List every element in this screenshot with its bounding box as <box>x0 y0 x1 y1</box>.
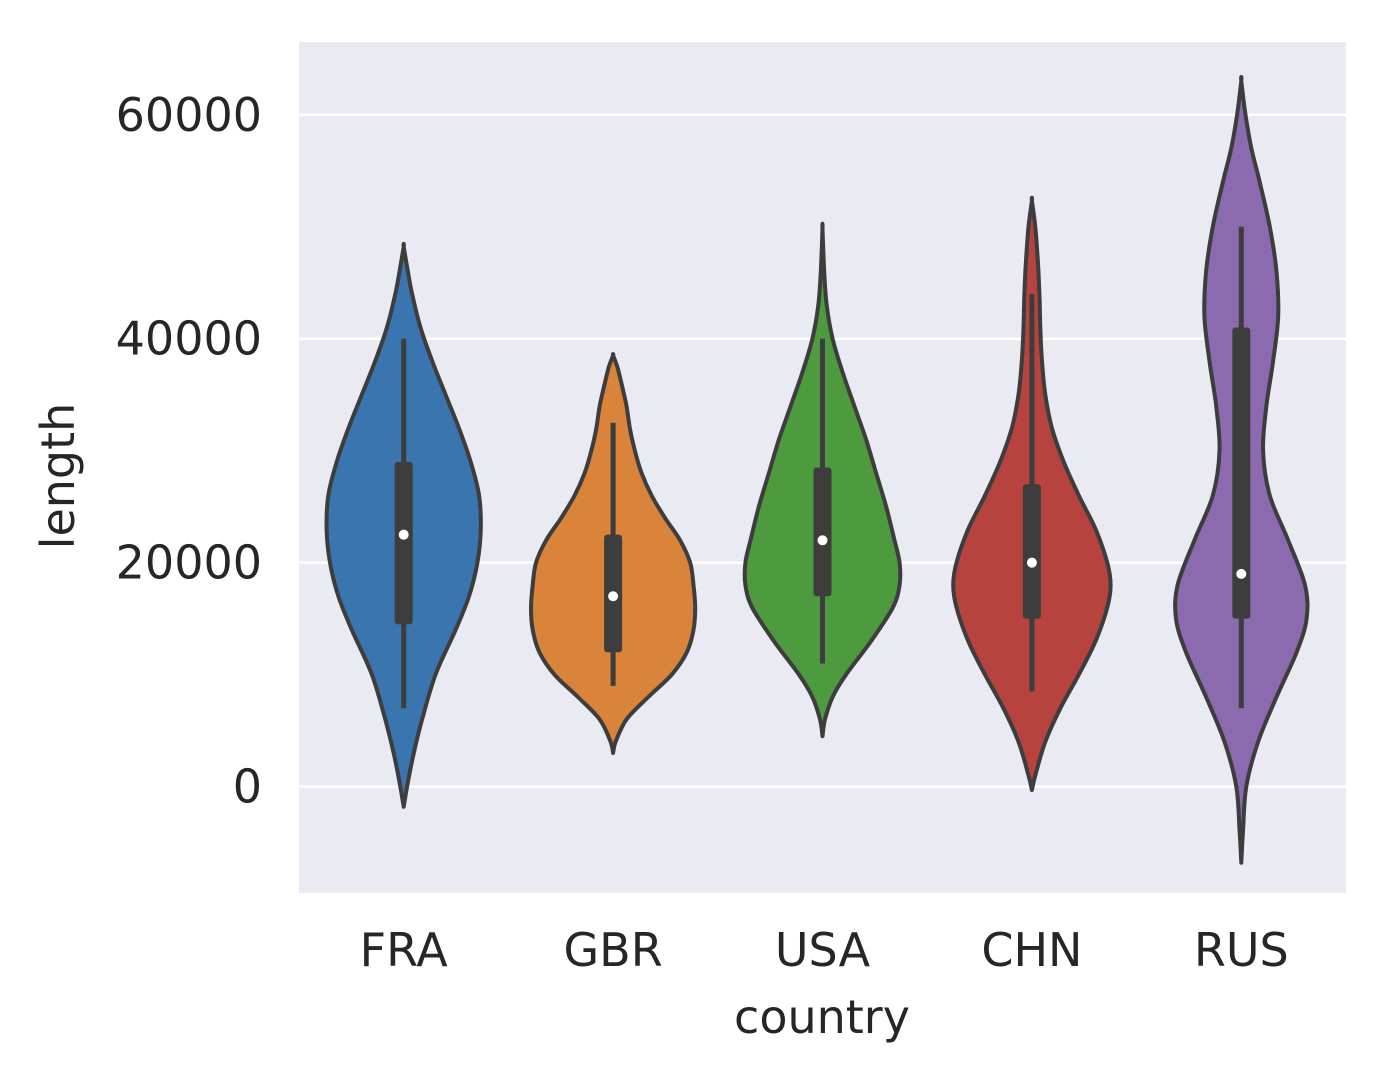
x-axis-title: country <box>734 990 910 1044</box>
violin-median-chn <box>1026 557 1037 568</box>
x-tick-label-chn: CHN <box>981 923 1082 977</box>
violin-median-fra <box>398 529 409 540</box>
x-tick-label-usa: USA <box>775 923 871 977</box>
y-axis-title: length <box>31 403 85 550</box>
x-tick-labels: FRA GBR USA CHN RUS <box>360 923 1289 977</box>
x-tick-label-fra: FRA <box>360 923 449 977</box>
violin-median-usa <box>817 535 828 546</box>
violin-fra <box>324 241 483 809</box>
y-tick-labels: 0 20000 40000 60000 <box>116 88 262 814</box>
violin-median-gbr <box>608 591 619 602</box>
y-tick-label-60000: 60000 <box>116 88 262 142</box>
violins <box>324 75 1310 865</box>
violin-iqr-box-rus <box>1232 327 1251 619</box>
violin-usa <box>742 221 903 739</box>
y-tick-label-40000: 40000 <box>116 312 262 366</box>
y-tick-label-20000: 20000 <box>116 536 262 590</box>
violin-gbr <box>529 352 698 755</box>
violin-iqr-box-chn <box>1022 484 1041 619</box>
y-tick-label-0: 0 <box>233 760 262 814</box>
violin-median-rus <box>1236 568 1247 579</box>
violin-iqr-box-usa <box>813 467 832 597</box>
x-tick-label-gbr: GBR <box>564 923 663 977</box>
x-tick-label-rus: RUS <box>1194 923 1289 977</box>
violin-iqr-box-fra <box>394 461 413 625</box>
violin-rus <box>1173 75 1310 865</box>
violin-chn <box>951 195 1113 792</box>
